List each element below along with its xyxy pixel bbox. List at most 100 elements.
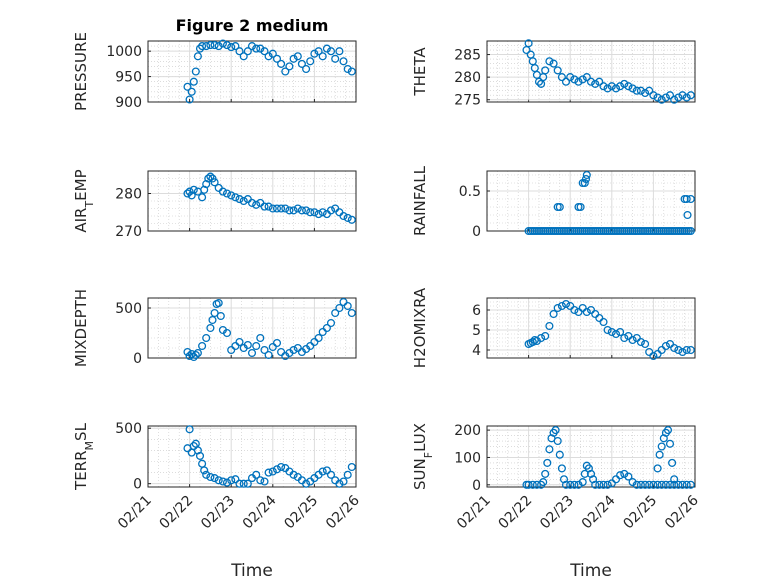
data-point — [239, 52, 248, 61]
data-point — [557, 73, 566, 82]
data-point — [289, 345, 298, 355]
data-point — [559, 475, 569, 484]
data-point — [641, 88, 650, 98]
data-point — [545, 57, 554, 66]
panel-sun_flux: 02/21 02/22 02/23 02/24 02/25 02/26 0 100 200 SUN… — [411, 423, 702, 581]
data-point — [264, 202, 273, 211]
data-point — [624, 472, 633, 481]
data-point — [670, 480, 679, 489]
data-point — [281, 67, 290, 76]
data-point — [591, 79, 600, 88]
data-point — [682, 480, 691, 489]
data-point — [586, 77, 596, 86]
data-point — [202, 470, 211, 479]
data-point — [566, 301, 575, 311]
panel-rainfall: 0 0.5 RAINFALL — [411, 165, 696, 240]
x-tick-label: 02/26 — [323, 492, 363, 532]
data-point — [185, 425, 194, 434]
data-point — [628, 335, 637, 345]
data-point — [649, 480, 658, 489]
data-point — [682, 345, 691, 355]
data-point — [339, 297, 348, 307]
data-point — [616, 471, 625, 480]
data-point — [193, 348, 202, 358]
data-point — [235, 47, 244, 56]
data-point — [611, 84, 621, 93]
data-point — [603, 325, 612, 335]
data-point — [566, 480, 575, 489]
data-point — [657, 480, 666, 489]
data-point — [607, 479, 616, 488]
data-point — [218, 187, 227, 196]
data-point — [216, 311, 225, 321]
data-point — [670, 475, 679, 484]
data-point — [227, 43, 236, 52]
y-tick-label: 270 — [115, 224, 142, 240]
data-point — [653, 480, 662, 489]
data-point — [202, 42, 211, 51]
data-point — [206, 172, 215, 181]
data-point — [314, 47, 323, 56]
data-point — [222, 478, 232, 487]
data-point — [581, 174, 591, 184]
y-tick-label: 4 — [472, 343, 481, 359]
data-point — [243, 340, 252, 350]
data-point — [189, 77, 198, 86]
data-point — [252, 44, 261, 53]
data-point — [260, 477, 269, 486]
data-point — [231, 475, 240, 484]
y-axis-label: PRESSURE — [72, 32, 90, 111]
data-point — [578, 75, 587, 84]
x-tick-label: 02/21 — [454, 493, 494, 533]
data-point — [616, 327, 625, 337]
data-point — [310, 337, 319, 347]
data-point — [578, 478, 587, 487]
y-axis-label: MIXDEPTH — [72, 289, 90, 367]
data-point — [524, 480, 533, 489]
data-point — [645, 480, 654, 489]
data-point — [277, 204, 286, 213]
data-point — [195, 451, 205, 460]
data-point — [285, 206, 294, 215]
data-point — [322, 44, 331, 53]
data-point — [665, 91, 675, 100]
data-point — [549, 309, 558, 319]
y-tick-label: 100 — [454, 450, 481, 466]
y-tick-label: 500 — [115, 301, 142, 317]
data-point — [570, 305, 579, 315]
data-point — [561, 299, 571, 309]
data-point — [264, 52, 273, 61]
data-point — [227, 345, 236, 355]
data-point — [335, 479, 344, 488]
data-point — [331, 54, 340, 63]
data-point — [653, 464, 662, 473]
data-point — [314, 210, 323, 219]
data-point — [191, 67, 200, 76]
data-point — [252, 341, 261, 351]
data-point — [289, 54, 298, 63]
data-point — [235, 337, 244, 347]
data-point — [326, 318, 336, 328]
data-point — [686, 194, 695, 204]
data-point — [210, 308, 219, 318]
data-point — [322, 210, 331, 219]
data-point — [306, 208, 315, 217]
data-point — [268, 342, 277, 352]
data-point — [670, 343, 679, 353]
y-tick-label: 1000 — [106, 44, 142, 60]
x-tick-label: 02/22 — [496, 493, 536, 533]
data-point — [247, 348, 257, 358]
data-point — [543, 458, 552, 467]
y-tick-label: 6 — [472, 303, 481, 319]
data-point — [268, 204, 277, 213]
data-point — [534, 77, 544, 86]
panel-mixdepth: 0 500 MIXDEPTH — [72, 289, 357, 367]
data-point — [218, 39, 227, 48]
data-point — [239, 479, 248, 488]
data-point — [632, 480, 641, 489]
data-point — [649, 91, 658, 100]
data-point — [318, 208, 327, 217]
y-tick-label: 5 — [472, 323, 481, 339]
data-point — [347, 67, 356, 76]
data-point — [541, 331, 550, 341]
